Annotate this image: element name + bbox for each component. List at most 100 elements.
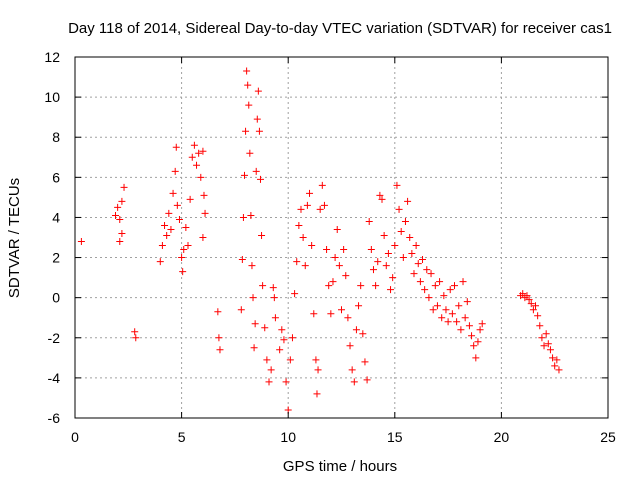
data-point	[249, 294, 257, 302]
data-point	[179, 268, 187, 276]
data-point	[472, 354, 480, 362]
data-point	[271, 314, 279, 322]
y-tick-label: 2	[52, 250, 60, 266]
data-point	[429, 306, 437, 314]
data-point	[240, 171, 248, 179]
data-point	[408, 250, 416, 258]
data-point	[378, 195, 386, 203]
data-point	[519, 290, 527, 298]
data-point	[410, 270, 418, 278]
data-point	[431, 282, 439, 290]
data-point	[348, 366, 356, 374]
data-point	[421, 286, 429, 294]
data-point	[389, 274, 397, 282]
y-tick-label: -6	[48, 410, 61, 426]
data-point	[399, 254, 407, 262]
data-point	[182, 223, 190, 231]
data-point	[376, 191, 384, 199]
data-point	[165, 209, 173, 217]
data-point	[532, 302, 540, 310]
data-point	[327, 310, 335, 318]
data-point	[308, 242, 316, 250]
data-point	[540, 342, 548, 350]
data-point	[172, 143, 180, 151]
data-point	[355, 302, 363, 310]
data-point	[293, 258, 301, 266]
data-point	[474, 338, 482, 346]
data-point	[316, 205, 324, 213]
data-point	[156, 258, 164, 266]
data-point	[423, 266, 431, 274]
data-point	[132, 334, 140, 342]
data-point	[278, 326, 286, 334]
data-point	[553, 356, 561, 364]
data-point	[186, 195, 194, 203]
data-point	[367, 246, 375, 254]
data-point	[77, 238, 85, 246]
data-point	[442, 306, 450, 314]
data-point	[215, 334, 223, 342]
x-tick-label: 5	[178, 429, 186, 445]
data-point	[261, 324, 269, 332]
data-point	[265, 378, 273, 386]
data-point	[269, 284, 277, 292]
data-point	[461, 314, 469, 322]
x-tick-label: 25	[600, 429, 616, 445]
data-point	[199, 234, 207, 241]
data-point	[534, 312, 542, 320]
data-point	[468, 332, 476, 340]
data-point	[363, 376, 371, 384]
data-point	[312, 356, 320, 364]
data-point	[250, 344, 258, 352]
data-point	[463, 298, 471, 306]
data-point	[197, 173, 205, 181]
data-point	[303, 201, 311, 209]
y-tick-label: 4	[52, 209, 60, 225]
data-point	[188, 153, 196, 161]
y-tick-label: -4	[48, 370, 61, 386]
data-point	[397, 227, 405, 235]
data-point	[286, 356, 294, 364]
data-point	[288, 334, 296, 342]
data-point	[380, 231, 388, 239]
data-point	[282, 378, 290, 386]
data-point	[291, 290, 299, 298]
data-point	[414, 260, 422, 268]
data-point	[267, 366, 275, 374]
y-tick-label: 0	[52, 290, 60, 306]
data-point	[245, 101, 253, 109]
data-point	[369, 266, 377, 274]
data-point	[167, 225, 175, 233]
data-point	[401, 217, 409, 225]
data-point	[544, 340, 552, 348]
data-point	[242, 127, 250, 135]
y-tick-label: 10	[44, 89, 60, 105]
data-point	[325, 282, 333, 290]
data-point	[457, 326, 465, 334]
data-point	[239, 213, 247, 221]
data-point	[116, 215, 124, 223]
data-point	[529, 306, 537, 314]
grid-layer	[75, 57, 608, 418]
data-point	[476, 326, 484, 334]
data-point	[393, 181, 401, 189]
plot-frame	[74, 56, 609, 419]
data-point	[173, 201, 181, 209]
data-point	[254, 87, 262, 95]
data-point	[310, 310, 318, 318]
data-point	[244, 81, 252, 89]
data-point	[455, 302, 463, 310]
data-point	[342, 272, 350, 280]
data-point	[238, 256, 246, 264]
data-point	[450, 282, 458, 290]
data-point	[251, 320, 259, 328]
data-point	[374, 258, 382, 266]
data-point	[436, 278, 444, 286]
y-tick-label: 12	[44, 49, 60, 65]
data-point	[301, 262, 309, 270]
data-point	[412, 242, 420, 250]
data-point	[114, 203, 122, 211]
data-point	[538, 334, 546, 342]
data-point	[118, 197, 126, 205]
data-point	[465, 322, 473, 330]
